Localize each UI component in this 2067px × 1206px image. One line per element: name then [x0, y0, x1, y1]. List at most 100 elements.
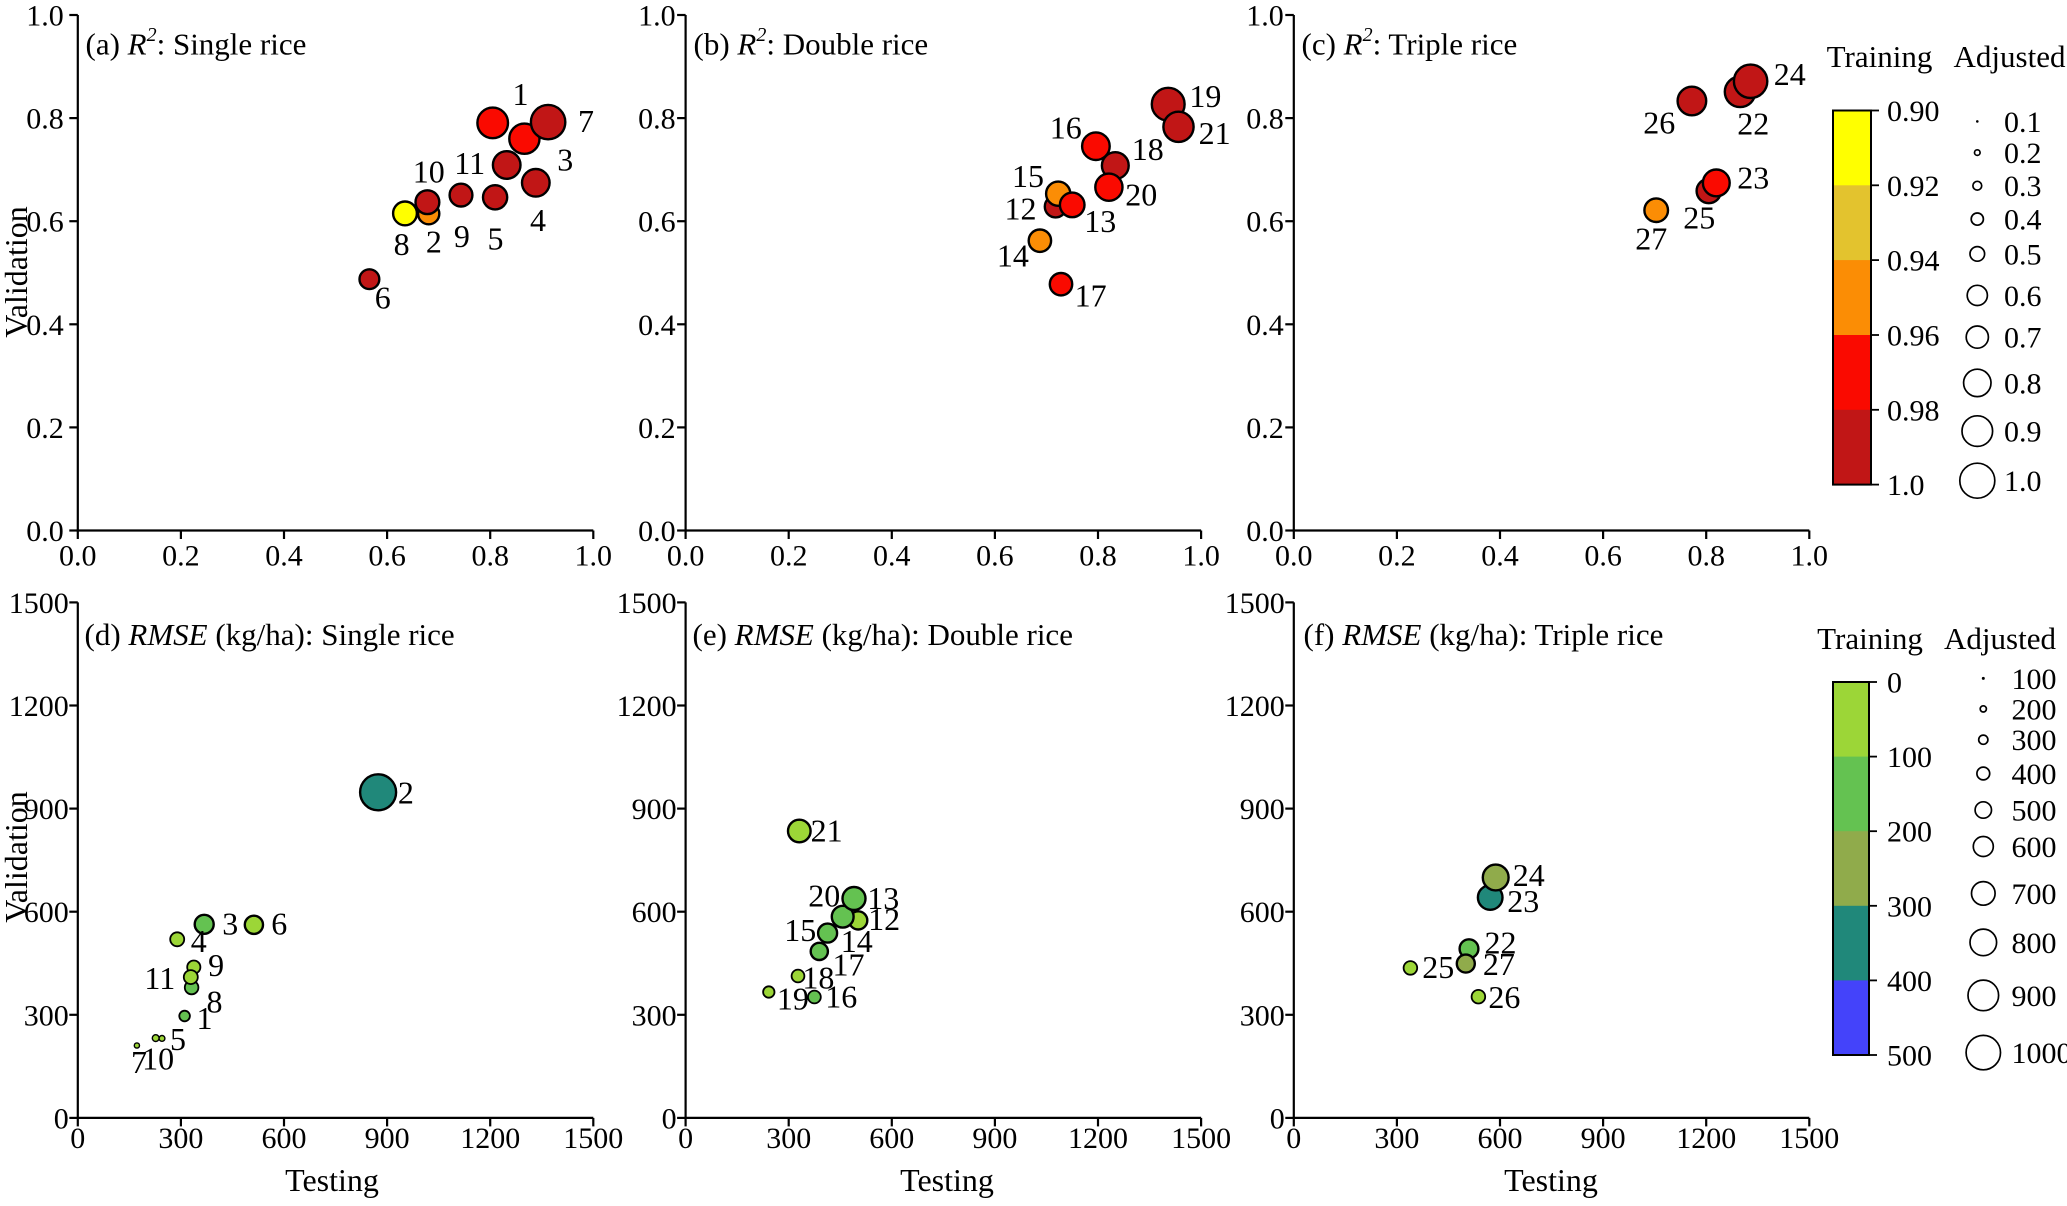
svg-text:13: 13: [1084, 203, 1116, 239]
svg-text:18: 18: [802, 959, 834, 995]
svg-text:10: 10: [142, 1041, 174, 1077]
svg-text:Testing: Testing: [1504, 1162, 1598, 1198]
svg-text:Training: Training: [1827, 39, 1933, 74]
svg-text:0.0: 0.0: [638, 515, 676, 548]
svg-text:1200: 1200: [460, 1122, 520, 1155]
svg-text:0.8: 0.8: [2004, 367, 2042, 400]
svg-text:600: 600: [869, 1122, 914, 1155]
svg-text:15: 15: [1012, 158, 1044, 194]
svg-text:Testing: Testing: [285, 1162, 379, 1198]
svg-text:0.5: 0.5: [2004, 238, 2042, 271]
svg-text:300: 300: [1240, 999, 1285, 1032]
svg-text:300: 300: [766, 1122, 811, 1155]
svg-text:20: 20: [1125, 176, 1157, 212]
svg-text:200: 200: [1887, 816, 1932, 849]
svg-text:16: 16: [825, 979, 857, 1015]
svg-text:900: 900: [972, 1122, 1017, 1155]
svg-text:0.2: 0.2: [1378, 540, 1416, 573]
svg-text:1.0: 1.0: [2004, 465, 2042, 498]
svg-text:300: 300: [1374, 1122, 1419, 1155]
svg-text:1000: 1000: [2012, 1037, 2067, 1070]
svg-text:0.8: 0.8: [1246, 103, 1284, 136]
svg-text:600: 600: [262, 1122, 307, 1155]
svg-text:1.0: 1.0: [1887, 469, 1925, 502]
svg-text:300: 300: [632, 999, 677, 1032]
svg-text:800: 800: [2012, 927, 2057, 960]
svg-text:15: 15: [784, 912, 816, 948]
svg-text:1.0: 1.0: [1182, 540, 1220, 573]
svg-text:14: 14: [841, 923, 873, 959]
svg-text:20: 20: [808, 877, 840, 913]
svg-text:26: 26: [1643, 105, 1675, 141]
svg-text:900: 900: [24, 793, 69, 826]
svg-text:7: 7: [131, 1044, 147, 1080]
svg-text:(e) RMSE (kg/ha): Double rice: (e) RMSE (kg/ha): Double rice: [693, 617, 1073, 652]
svg-text:1200: 1200: [1676, 1122, 1736, 1155]
svg-text:700: 700: [2012, 878, 2057, 911]
svg-text:26: 26: [1488, 979, 1520, 1015]
svg-text:1200: 1200: [617, 690, 677, 723]
svg-text:0.0: 0.0: [1275, 540, 1313, 573]
svg-text:22: 22: [1485, 925, 1517, 961]
svg-text:19: 19: [777, 980, 809, 1016]
svg-text:600: 600: [24, 896, 69, 929]
svg-text:0.8: 0.8: [26, 103, 64, 136]
svg-text:0.90: 0.90: [1887, 95, 1940, 128]
svg-text:1500: 1500: [1225, 587, 1285, 620]
svg-text:4: 4: [191, 923, 207, 959]
svg-text:(a) R2: Single rice: (a) R2: Single rice: [86, 24, 307, 62]
svg-text:8: 8: [394, 226, 410, 262]
svg-text:0.8: 0.8: [1079, 540, 1117, 573]
svg-text:0.8: 0.8: [471, 540, 509, 573]
svg-text:1: 1: [197, 1000, 213, 1036]
svg-text:0: 0: [678, 1122, 693, 1155]
svg-text:0.94: 0.94: [1887, 245, 1940, 278]
svg-text:6: 6: [271, 906, 287, 942]
svg-text:Adjusted: Adjusted: [1954, 39, 2066, 74]
svg-text:0.6: 0.6: [976, 540, 1014, 573]
svg-text:19: 19: [1189, 78, 1221, 114]
svg-text:900: 900: [2012, 980, 2057, 1013]
svg-text:0.6: 0.6: [1246, 206, 1284, 239]
svg-text:0.8: 0.8: [638, 103, 676, 136]
svg-text:0.4: 0.4: [1246, 309, 1284, 342]
svg-text:(f) RMSE (kg/ha): Triple rice: (f) RMSE (kg/ha): Triple rice: [1304, 617, 1664, 652]
svg-text:9: 9: [454, 218, 470, 254]
svg-text:0.4: 0.4: [2004, 204, 2042, 237]
svg-text:0.2: 0.2: [26, 412, 64, 445]
svg-text:300: 300: [158, 1122, 203, 1155]
svg-text:0.92: 0.92: [1887, 170, 1940, 203]
svg-text:16: 16: [1050, 109, 1082, 145]
svg-text:0.6: 0.6: [1584, 540, 1622, 573]
svg-text:100: 100: [2012, 663, 2057, 696]
svg-text:5: 5: [488, 220, 504, 256]
svg-text:600: 600: [2012, 831, 2057, 864]
svg-text:1200: 1200: [1225, 690, 1285, 723]
svg-text:400: 400: [2012, 758, 2057, 791]
svg-text:200: 200: [2012, 693, 2057, 726]
svg-text:2: 2: [398, 774, 414, 810]
svg-text:12: 12: [1005, 190, 1037, 226]
svg-text:(d) RMSE (kg/ha): Single rice: (d) RMSE (kg/ha): Single rice: [85, 617, 455, 652]
svg-text:900: 900: [632, 793, 677, 826]
svg-text:1200: 1200: [9, 690, 69, 723]
svg-text:11: 11: [454, 145, 485, 181]
svg-text:25: 25: [1422, 949, 1454, 985]
svg-text:0.0: 0.0: [667, 540, 705, 573]
svg-text:0.4: 0.4: [1481, 540, 1519, 573]
svg-text:400: 400: [1887, 965, 1932, 998]
svg-text:0.2: 0.2: [162, 540, 200, 573]
svg-text:300: 300: [1887, 890, 1932, 923]
svg-text:0.4: 0.4: [873, 540, 911, 573]
svg-text:0.4: 0.4: [265, 540, 303, 573]
svg-text:Adjusted: Adjusted: [1944, 621, 2056, 656]
svg-text:300: 300: [24, 999, 69, 1032]
svg-text:1500: 1500: [1779, 1122, 1839, 1155]
svg-text:1.0: 1.0: [1791, 540, 1829, 573]
svg-text:Validation: Validation: [0, 791, 34, 923]
svg-text:6: 6: [375, 280, 391, 316]
svg-text:(c) R2: Triple rice: (c) R2: Triple rice: [1302, 24, 1518, 62]
svg-text:25: 25: [1683, 200, 1715, 236]
svg-text:17: 17: [1075, 278, 1107, 314]
svg-text:500: 500: [1887, 1040, 1932, 1073]
